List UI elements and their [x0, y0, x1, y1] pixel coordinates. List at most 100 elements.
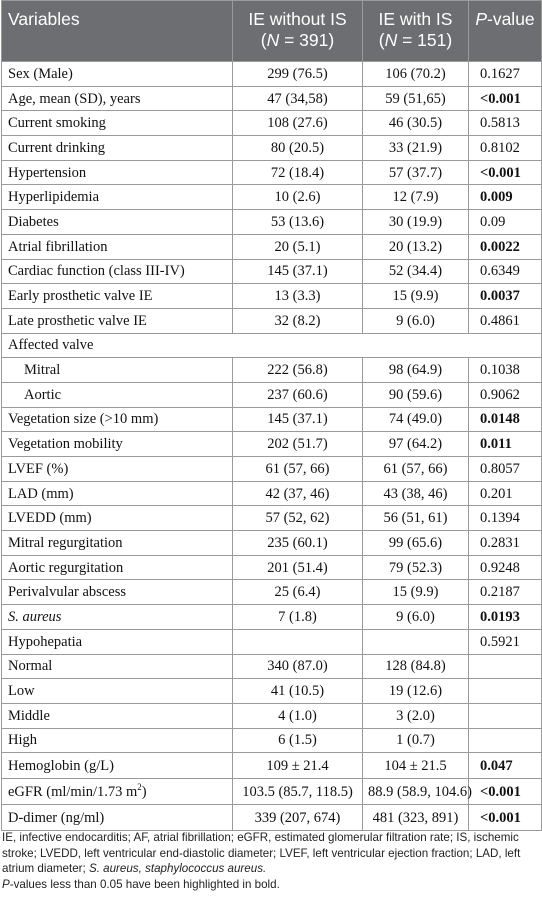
cell-p-value: 0.4861	[468, 307, 542, 334]
cell-ie-without-is: 145 (37.1)	[232, 258, 363, 285]
cell-ie-with-is: 20 (13.2)	[362, 233, 469, 260]
cell-ie-without-is: 202 (51.7)	[232, 431, 363, 457]
cell-ie-without-is	[232, 628, 363, 655]
cell-ie-with-is: 59 (51,65)	[362, 85, 469, 112]
cell-p-value: 0.1627	[468, 61, 542, 87]
cell-ie-with-is: 15 (9.9)	[362, 283, 469, 309]
cell-variable: Vegetation mobility	[1, 431, 233, 457]
table-row: High 6 (1.5) 1 (0.7)	[1, 727, 542, 754]
cell-ie-with-is: 57 (37.7)	[362, 159, 469, 186]
table-row: S. aureus 7 (1.8) 9 (6.0) 0.0193	[1, 604, 542, 630]
cell-ie-without-is: 340 (87.0)	[232, 653, 363, 680]
cell-p-value: <0.001	[468, 804, 542, 832]
cell-ie-with-is: 74 (49.0)	[362, 406, 469, 433]
table-row: Early prosthetic valve IE 13 (3.3) 15 (9.9…	[1, 283, 542, 309]
cell-ie-with-is: 90 (59.6)	[362, 381, 469, 408]
cell-ie-with-is: 99 (65.6)	[362, 530, 469, 556]
header-p-value: P-value	[468, 0, 542, 62]
cell-p-value: 0.8057	[468, 456, 542, 482]
table-row: eGFR (ml/min/1.73 m2) 103.5 (85.7, 118.5)…	[1, 778, 542, 806]
cell-ie-with-is: 88.9 (58.9, 104.6)	[362, 778, 472, 806]
cell-variable: Atrial fibrillation	[1, 233, 233, 260]
cell-p-value: <0.001	[468, 778, 542, 806]
table-footnotes: IE, infective endocarditis; AF, atrial f…	[2, 830, 540, 892]
table-row: Normal 340 (87.0) 128 (84.8)	[1, 653, 542, 680]
header-variables: Variables	[1, 0, 233, 62]
cell-ie-with-is: 33 (21.9)	[362, 135, 469, 161]
cell-ie-without-is: 109 ± 21.4	[232, 752, 363, 780]
table-row: Middle 4 (1.0) 3 (2.0)	[1, 702, 542, 729]
cell-variable: Hemoglobin (g/L)	[1, 752, 233, 780]
cell-variable: Mitral regurgitation	[1, 530, 233, 556]
cell-ie-with-is: 61 (57, 66)	[362, 456, 469, 482]
abbreviation-note: IE, infective endocarditis; AF, atrial f…	[2, 831, 521, 875]
cell-ie-with-is: 46 (30.5)	[362, 110, 469, 137]
cell-p-value: 0.1038	[468, 357, 542, 383]
table-row: Low 41 (10.5) 19 (12.6)	[1, 678, 542, 704]
table-row: LVEDD (mm) 57 (52, 62) 56 (51, 61) 0.1394	[1, 505, 542, 532]
cell-ie-without-is: 108 (27.6)	[232, 110, 363, 137]
cell-ie-with-is: 52 (34.4)	[362, 258, 469, 285]
cell-variable: Normal	[1, 653, 233, 680]
row-group-label: Affected valve	[1, 332, 542, 359]
header-ie-without-is: IE without IS (N = 391)	[232, 0, 363, 62]
cell-ie-without-is: 13 (3.3)	[232, 283, 363, 309]
cell-ie-with-is: 1 (0.7)	[362, 727, 469, 754]
cell-p-value: 0.201	[468, 480, 542, 507]
cell-p-value: 0.0022	[468, 233, 542, 260]
cell-variable: Sex (Male)	[1, 61, 233, 87]
cell-variable: Aortic regurgitation	[1, 554, 233, 581]
cell-ie-without-is: 47 (34,58)	[232, 85, 363, 112]
table-row: Mitral 222 (56.8) 98 (64.9) 0.1038	[1, 357, 542, 383]
cell-ie-with-is: 9 (6.0)	[362, 604, 469, 630]
cell-variable: Hypohepatia	[1, 628, 233, 655]
cell-ie-with-is: 481 (323, 891)	[362, 804, 469, 832]
cell-ie-without-is: 235 (60.1)	[232, 530, 363, 556]
cell-ie-without-is: 201 (51.4)	[232, 554, 363, 581]
cell-p-value: 0.5921	[468, 628, 542, 655]
cell-p-value	[468, 653, 542, 680]
cell-ie-with-is: 43 (38, 46)	[362, 480, 469, 507]
cell-variable: Hyperlipidemia	[1, 184, 233, 211]
cell-variable: LAD (mm)	[1, 480, 233, 507]
cell-variable: Late prosthetic valve IE	[1, 307, 233, 334]
table-row: Age, mean (SD), years 47 (34,58) 59 (51,65…	[1, 85, 542, 112]
cell-variable: Cardiac function (class III-IV)	[1, 258, 233, 285]
table-row: Diabetes 53 (13.6) 30 (19.9) 0.09	[1, 209, 542, 235]
cell-p-value	[468, 678, 542, 704]
cell-ie-with-is: 30 (19.9)	[362, 209, 469, 235]
cell-ie-without-is: 237 (60.6)	[232, 381, 363, 408]
cell-ie-with-is: 97 (64.2)	[362, 431, 469, 457]
cell-ie-without-is: 42 (37, 46)	[232, 480, 363, 507]
cell-ie-without-is: 4 (1.0)	[232, 702, 363, 729]
cell-ie-with-is: 128 (84.8)	[362, 653, 469, 680]
table-row: D-dimer (ng/ml) 339 (207, 674) 481 (323, 8…	[1, 804, 542, 832]
cell-variable: Aortic	[1, 381, 233, 408]
cell-variable: Current drinking	[1, 135, 233, 161]
cell-variable: Low	[1, 678, 233, 704]
pvalue-note: P-values less than 0.05 have been highli…	[2, 877, 280, 891]
cell-variable: LVEF (%)	[1, 456, 233, 482]
cell-ie-without-is: 6 (1.5)	[232, 727, 363, 754]
cell-variable: S. aureus	[1, 604, 233, 630]
cell-ie-with-is: 98 (64.9)	[362, 357, 469, 383]
table-row: Aortic 237 (60.6) 90 (59.6) 0.9062	[1, 381, 542, 408]
cell-ie-with-is: 9 (6.0)	[362, 307, 469, 334]
cell-p-value: 0.2187	[468, 579, 542, 606]
cell-p-value: 0.6349	[468, 258, 542, 285]
cell-p-value: 0.09	[468, 209, 542, 235]
cell-p-value: 0.047	[468, 752, 542, 780]
cell-p-value: 0.0193	[468, 604, 542, 630]
cell-ie-without-is: 61 (57, 66)	[232, 456, 363, 482]
cell-ie-with-is: 15 (9.9)	[362, 579, 469, 606]
cell-ie-without-is: 72 (18.4)	[232, 159, 363, 186]
cell-variable: Perivalvular abscess	[1, 579, 233, 606]
header-ie-with-is: IE with IS (N = 151)	[362, 0, 469, 62]
cell-p-value: <0.001	[468, 85, 542, 112]
cell-p-value: 0.9062	[468, 381, 542, 408]
table-row: Late prosthetic valve IE 32 (8.2) 9 (6.0) 0…	[1, 307, 542, 334]
table-row: Cardiac function (class III-IV) 145 (37.1…	[1, 258, 542, 285]
table-body: Sex (Male) 299 (76.5) 106 (70.2) 0.1627 Age,…	[1, 61, 542, 832]
cell-variable: Middle	[1, 702, 233, 729]
table-row: Aortic regurgitation 201 (51.4) 79 (52.3) 0…	[1, 554, 542, 581]
